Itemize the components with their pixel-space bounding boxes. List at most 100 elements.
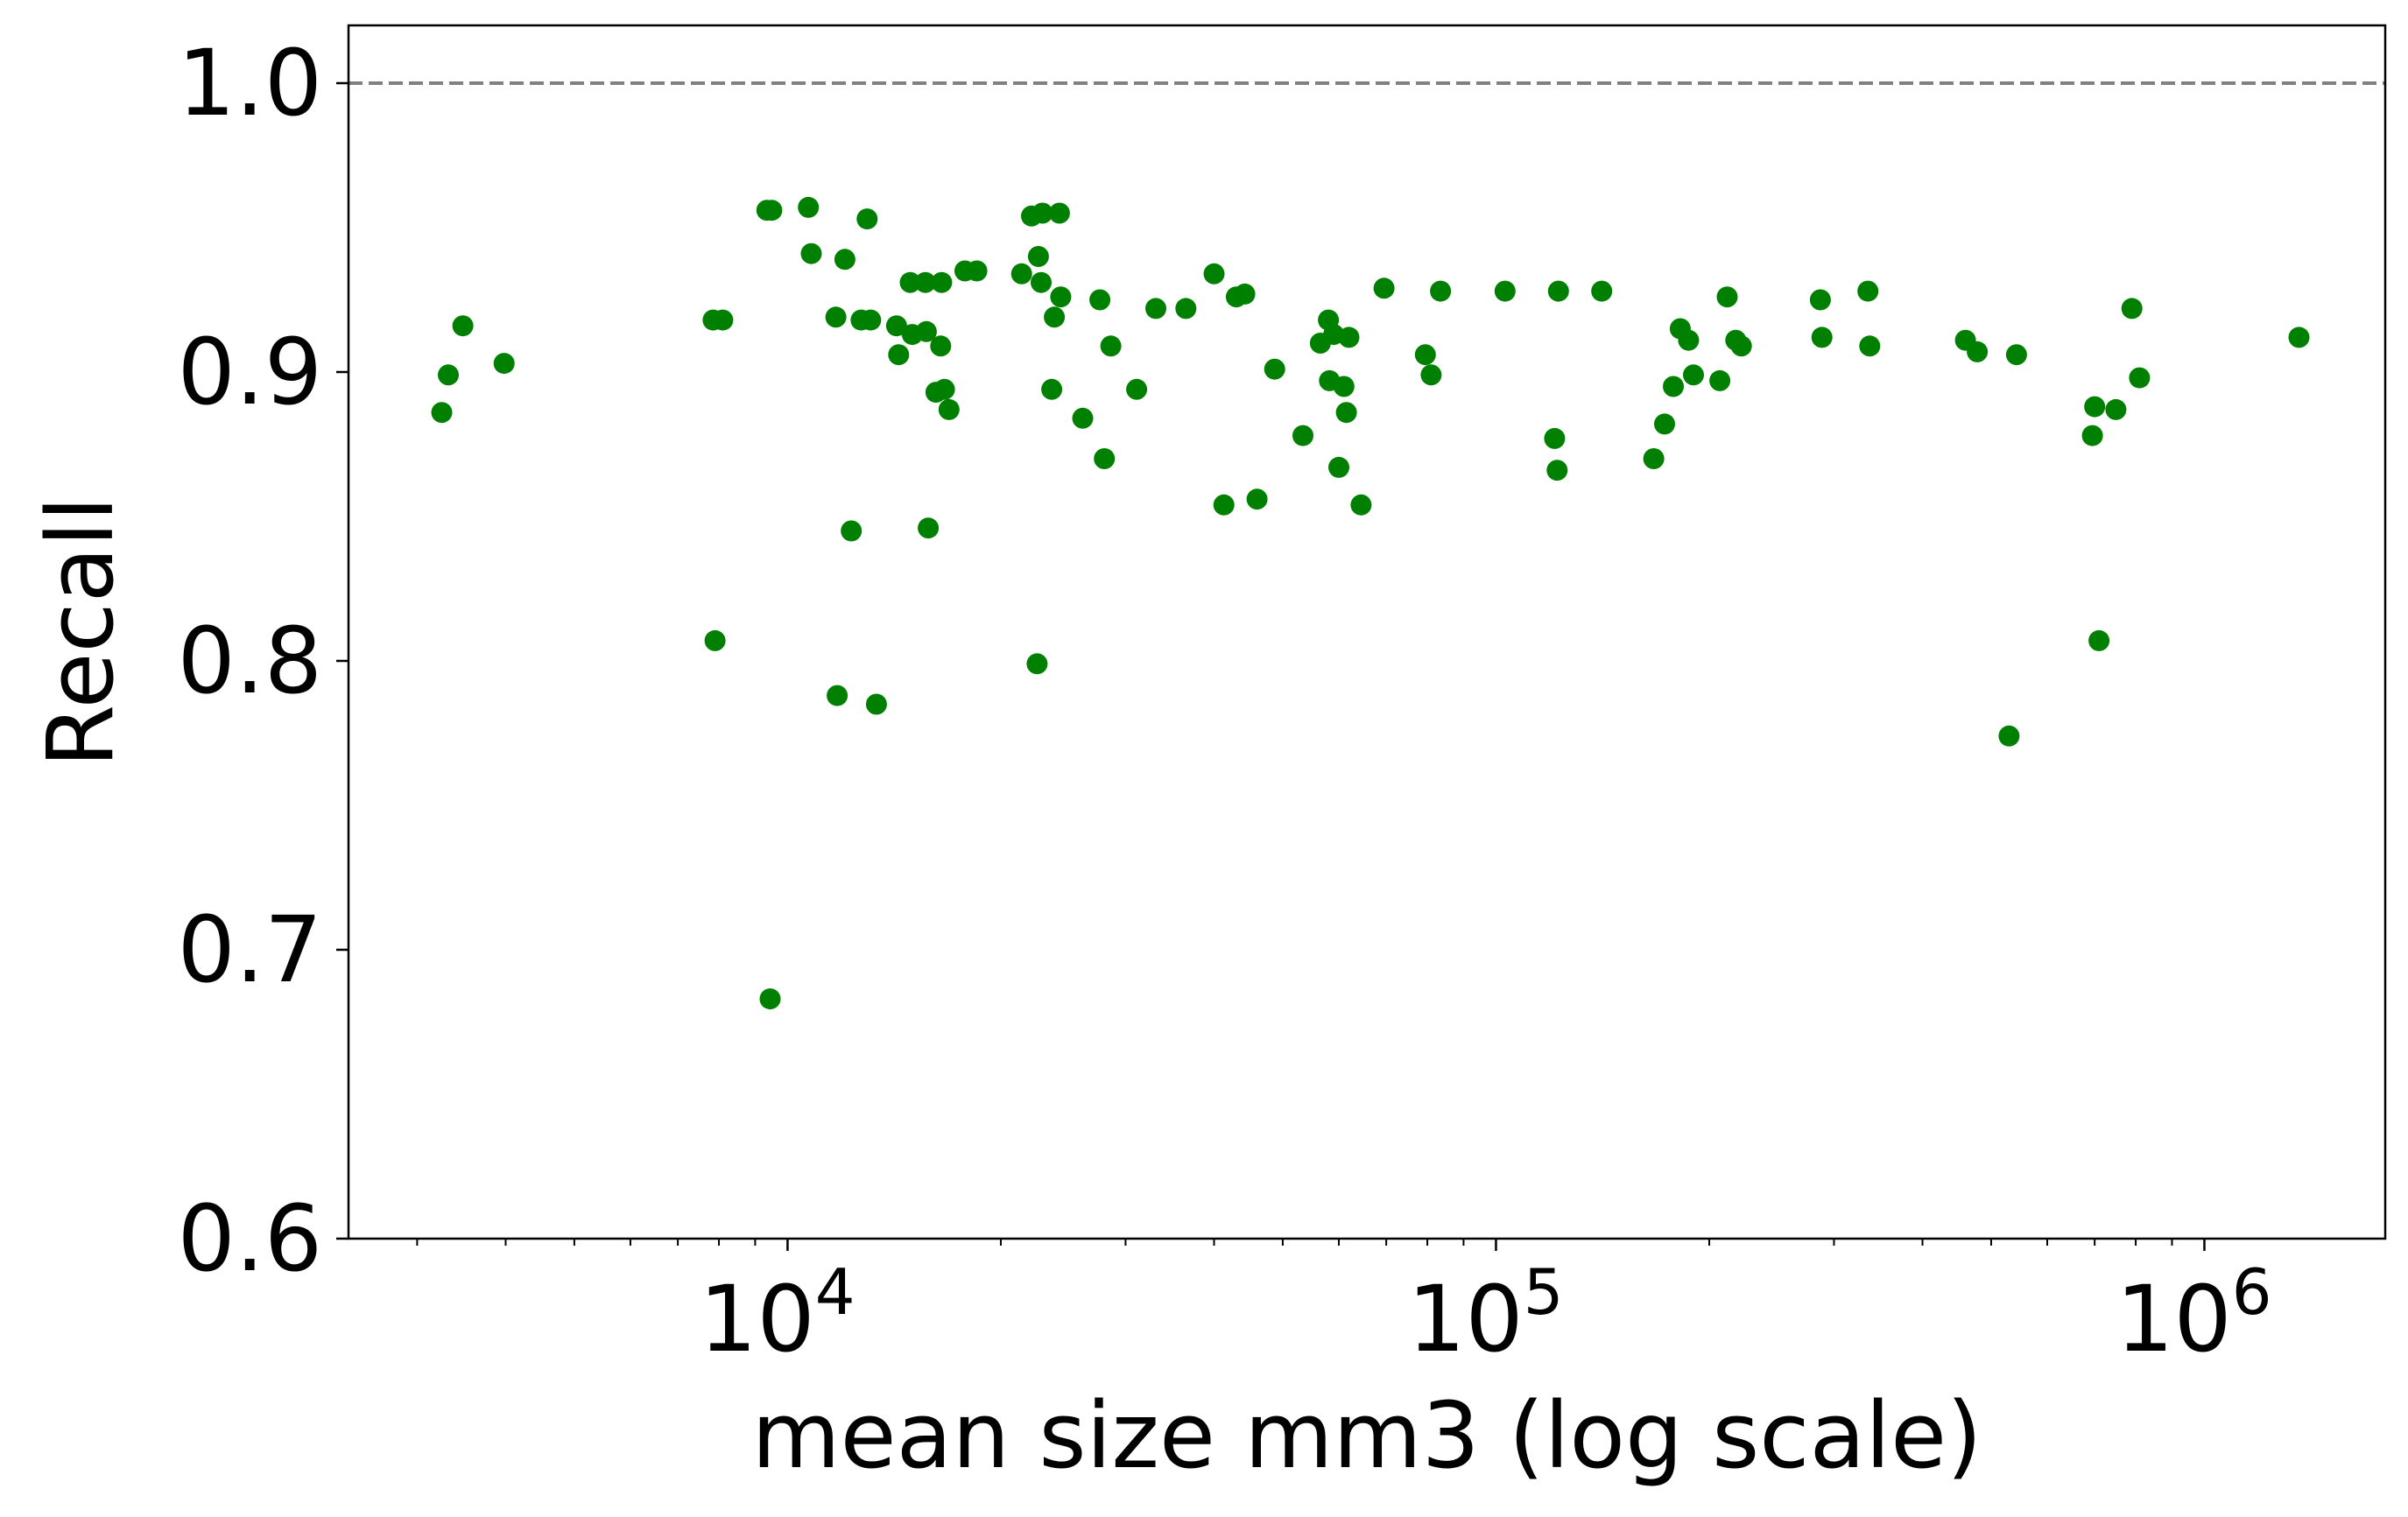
data-point (1010, 263, 1032, 284)
y-tick-label: 0.6 (178, 1185, 322, 1292)
data-point (1031, 202, 1053, 224)
x-tick-label: 106 (2116, 1255, 2271, 1373)
data-point (938, 398, 960, 420)
data-point (1026, 653, 1048, 675)
data-point (704, 629, 726, 651)
data-point (1048, 202, 1070, 224)
data-point (1430, 280, 1452, 302)
data-point (1126, 378, 1148, 400)
data-point (834, 249, 855, 270)
data-point (1027, 246, 1049, 267)
data-point (1213, 494, 1235, 516)
data-point (2005, 344, 2027, 366)
data-point (1175, 298, 1197, 320)
data-point (933, 378, 955, 400)
data-point (1730, 335, 1752, 357)
x-tick-label: 105 (1407, 1255, 1563, 1373)
data-point (1420, 364, 1442, 386)
data-point (798, 196, 820, 218)
y-axis: 0.6 0.7 0.8 0.9 1.0 (178, 30, 349, 1292)
data-point (452, 315, 474, 337)
data-point (1041, 378, 1063, 400)
data-point (1094, 448, 1116, 469)
data-point (1264, 358, 1285, 380)
data-point (931, 271, 953, 293)
data-point (1338, 327, 1360, 348)
data-point (1292, 425, 1313, 446)
data-point (1373, 277, 1395, 299)
data-point (2121, 298, 2143, 320)
data-point (865, 693, 887, 715)
data-point (1809, 289, 1831, 311)
data-point (1716, 286, 1738, 308)
data-point (1100, 335, 1122, 357)
data-point (1350, 494, 1372, 516)
y-axis-label: Recall (27, 496, 134, 768)
data-point (1234, 283, 1256, 305)
data-point (1709, 369, 1731, 391)
data-point (1328, 456, 1349, 478)
data-point (1333, 376, 1355, 397)
data-point (915, 320, 937, 342)
data-point (1044, 306, 1066, 328)
data-point (1654, 413, 1675, 435)
data-point (1072, 407, 1094, 429)
data-point (759, 988, 781, 1010)
data-point (966, 260, 988, 282)
data-point (1414, 344, 1436, 366)
data-point (1643, 448, 1665, 469)
data-point (1811, 327, 1833, 348)
data-point (1547, 280, 1569, 302)
data-point (1967, 341, 1989, 362)
data-point (1494, 280, 1516, 302)
data-point (1663, 376, 1684, 397)
data-point (761, 200, 783, 221)
data-point (2084, 396, 2106, 418)
x-tick-label: 104 (699, 1255, 855, 1373)
data-point (825, 306, 847, 328)
data-point (1335, 402, 1357, 424)
data-point (1246, 488, 1268, 510)
data-point (918, 517, 940, 539)
x-axis: 104 105 106 (416, 1239, 2272, 1373)
data-point (888, 344, 910, 366)
data-point (930, 335, 952, 357)
data-point (860, 309, 882, 331)
data-point (2088, 629, 2110, 651)
data-point (1145, 298, 1166, 320)
data-point (841, 520, 863, 542)
data-point (1546, 460, 1568, 481)
data-point (438, 364, 459, 386)
data-point (2081, 425, 2103, 446)
x-axis-label: mean size mm3 (log scale) (751, 1382, 1982, 1489)
data-point (1203, 263, 1225, 284)
data-point (2129, 367, 2151, 389)
data-point (1031, 271, 1052, 293)
data-point (1678, 329, 1700, 351)
data-point (1050, 286, 1072, 308)
data-point (1591, 280, 1613, 302)
data-point (1544, 427, 1566, 449)
data-point (2105, 398, 2127, 420)
data-point (431, 402, 453, 424)
data-point (493, 353, 515, 375)
data-point (2288, 327, 2310, 348)
data-point (1859, 335, 1881, 357)
data-point (914, 271, 936, 293)
y-tick-label: 0.8 (178, 608, 322, 714)
plot-area (349, 25, 2385, 1239)
data-point (885, 315, 907, 337)
data-point (856, 208, 878, 230)
data-point (1089, 289, 1111, 311)
data-point (800, 242, 822, 264)
y-tick-label: 0.7 (178, 896, 322, 1003)
data-point (899, 271, 921, 293)
data-point (1998, 725, 2020, 747)
y-tick-label: 0.9 (178, 319, 322, 425)
data-points (431, 196, 2310, 1010)
data-point (1857, 280, 1879, 302)
data-point (1683, 364, 1704, 386)
plot-frame (347, 24, 2387, 1240)
data-point (827, 685, 848, 706)
